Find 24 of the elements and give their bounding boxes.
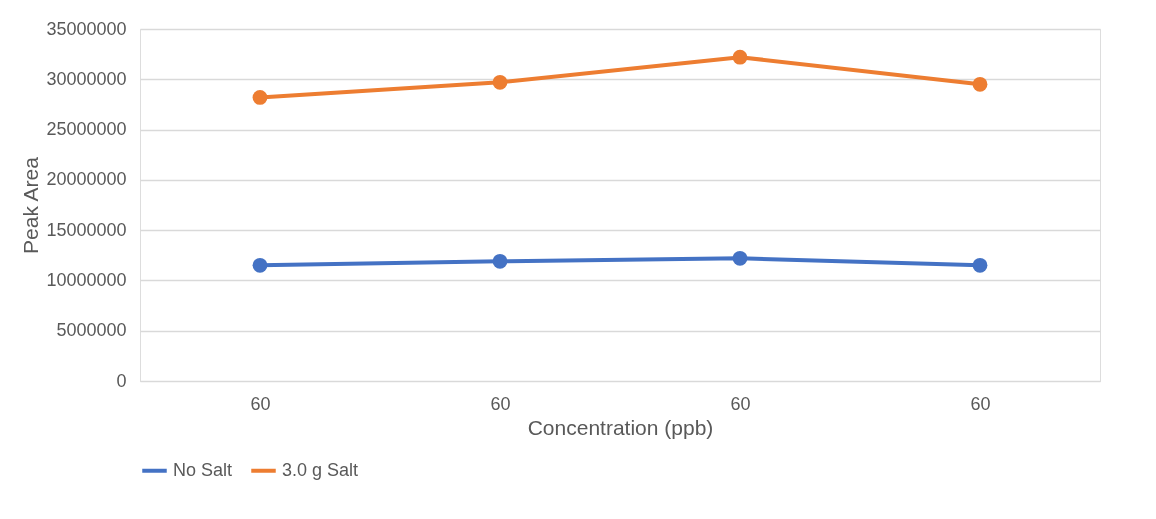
y-tick-label: 35000000 [46, 18, 127, 39]
x-tick-label: 60 [490, 393, 511, 414]
point [732, 250, 748, 266]
point [492, 253, 508, 269]
point [492, 74, 508, 90]
y-tick-label: 20000000 [46, 169, 127, 190]
y-tick-label: 5000000 [56, 320, 127, 341]
point [732, 49, 748, 65]
y-axis-title: Peak Area [19, 156, 43, 254]
point [972, 257, 988, 273]
point [252, 89, 268, 105]
point [972, 76, 988, 92]
legend-label: No Salt [173, 459, 233, 480]
x-tick-label: 60 [730, 393, 751, 414]
y-tick-label: 0 [116, 370, 127, 391]
x-axis-title: Concentration (ppb) [527, 415, 714, 439]
y-tick-label: 15000000 [46, 219, 127, 240]
legend-label: 3.0 g Salt [282, 459, 359, 480]
point [252, 257, 268, 273]
x-tick-label: 60 [970, 393, 991, 414]
y-tick-label: 30000000 [46, 68, 127, 89]
y-tick-label: 25000000 [46, 119, 127, 140]
x-tick-label: 60 [250, 393, 271, 414]
y-tick-label: 10000000 [46, 269, 127, 290]
